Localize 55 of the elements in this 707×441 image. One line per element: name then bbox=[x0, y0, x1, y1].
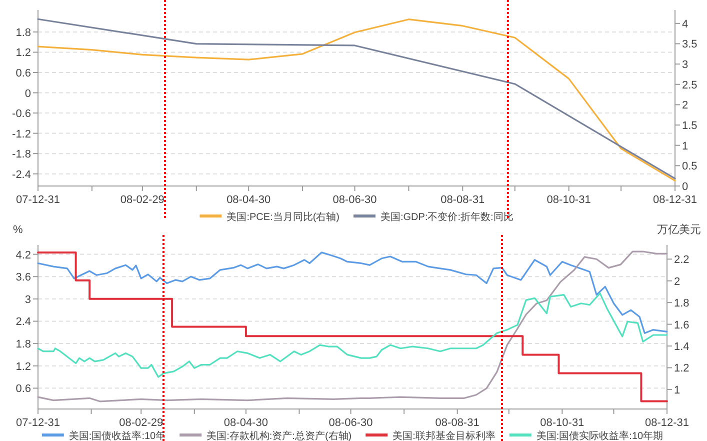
y-tick-label: 1.2 bbox=[16, 47, 31, 60]
y-tick-label: -2.4 bbox=[12, 168, 31, 181]
y2-tick-label: 0 bbox=[682, 181, 688, 193]
y2-tick-label: 1.8 bbox=[674, 298, 690, 310]
x-tick-label: 08-12-31 bbox=[652, 194, 698, 206]
y2-tick-label: 1.6 bbox=[674, 319, 690, 332]
y2-tick-label: 1 bbox=[682, 140, 688, 152]
y2-axis-title: 万亿美元 bbox=[657, 223, 701, 236]
x-tick-label: 08-06-30 bbox=[328, 417, 373, 429]
y2-tick-label: 2.2 bbox=[674, 254, 690, 266]
legend-label: 美国:GDP:不变价:折年数:同比 bbox=[380, 211, 514, 223]
legend-label: 美国:国债实际收益率:10年期 bbox=[536, 430, 664, 441]
legend-label: 美国:存款机构:资产:总资产(右轴) bbox=[206, 430, 352, 441]
y2-tick-label: 2.5 bbox=[682, 79, 698, 92]
y-tick-label: 4.2 bbox=[16, 249, 31, 262]
line-series bbox=[37, 252, 668, 334]
y2-tick-label: 1.2 bbox=[674, 362, 690, 375]
x-tick-label: 08-06-30 bbox=[332, 194, 377, 206]
y2-tick-label: 1.5 bbox=[682, 120, 698, 132]
y2-tick-label: 1 bbox=[674, 384, 680, 396]
x-tick-label: 07-12-31 bbox=[16, 417, 60, 429]
y2-tick-label: 0.5 bbox=[682, 160, 698, 173]
y-axis-title: % bbox=[13, 224, 23, 236]
x-tick-label: 08-08-31 bbox=[435, 417, 480, 429]
y-tick-label: 0.6 bbox=[16, 67, 31, 80]
y2-tick-label: 1.4 bbox=[674, 341, 690, 354]
y-tick-label: -0.6 bbox=[12, 108, 31, 120]
x-tick-label: 08-04-30 bbox=[226, 194, 271, 206]
y-tick-label: 2.4 bbox=[16, 316, 31, 328]
y-tick-label: 0.6 bbox=[16, 383, 31, 396]
x-tick-label: 08-12-31 bbox=[644, 417, 690, 429]
y2-tick-label: 2 bbox=[674, 276, 680, 288]
y2-tick-label: 2 bbox=[682, 100, 688, 112]
y-tick-label: -1.8 bbox=[12, 148, 31, 161]
x-tick-label: 08-08-31 bbox=[440, 194, 485, 206]
y-tick-label: 3.6 bbox=[16, 272, 31, 284]
y2-tick-label: 3.5 bbox=[682, 38, 698, 51]
legend-label: 美国:联邦基金目标利率 bbox=[392, 430, 496, 441]
x-tick-label: 08-04-30 bbox=[224, 417, 268, 429]
x-tick-label: 08-02-29 bbox=[119, 417, 164, 429]
x-tick-label: 08-02-29 bbox=[120, 194, 164, 206]
y-tick-label: 0 bbox=[24, 88, 31, 100]
y2-tick-label: 3 bbox=[682, 59, 688, 72]
y-tick-label: -1.2 bbox=[12, 128, 31, 140]
y2-tick-label: 4 bbox=[682, 18, 688, 30]
y-tick-label: 1.2 bbox=[16, 360, 31, 373]
legend-label: 美国:PCE:当月同比(右轴) bbox=[226, 211, 340, 223]
legend-label: 美国:国债收益率:10年 bbox=[68, 430, 166, 441]
y-tick-label: 1.8 bbox=[16, 26, 31, 39]
line-series bbox=[37, 292, 668, 378]
x-tick-label: 08-10-31 bbox=[546, 194, 591, 206]
x-tick-label: 08-10-31 bbox=[540, 417, 584, 429]
y-tick-label: 3 bbox=[24, 294, 31, 306]
x-tick-label: 07-12-31 bbox=[16, 194, 60, 206]
y-tick-label: 1.8 bbox=[16, 338, 31, 351]
